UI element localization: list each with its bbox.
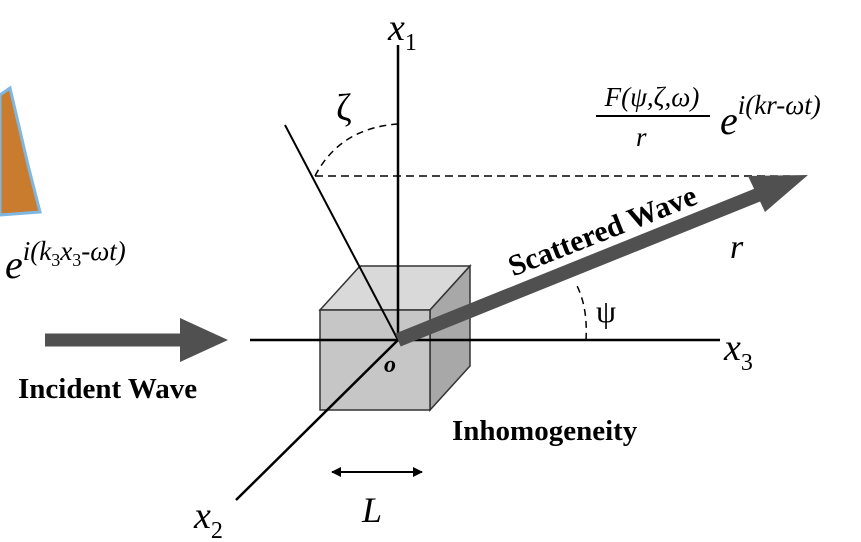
decoration <box>0 88 40 215</box>
psi-arc <box>575 282 586 340</box>
zeta-label: ζ <box>336 87 352 129</box>
text-part: 3 <box>51 250 60 270</box>
length-label: L <box>361 490 382 530</box>
text-part: 3 <box>72 250 81 270</box>
text-part: x <box>59 236 72 266</box>
psi-label: ψ <box>596 293 616 329</box>
text-part: 3 <box>741 350 753 376</box>
text-part: 2 <box>211 518 223 542</box>
incident-formula: ei(k3x3-ωt) <box>5 236 126 287</box>
text-part: x <box>723 327 741 369</box>
text-part: e <box>720 98 738 143</box>
formula-exp: ei(kr-ωt) <box>720 90 821 143</box>
inhomogeneity-label: Inhomogeneity <box>452 415 638 447</box>
x2-label: x2 <box>193 495 223 542</box>
text-part: x <box>387 7 405 49</box>
incident-label: Incident Wave <box>18 373 197 405</box>
formula-denominator: r <box>636 122 647 152</box>
text-part: 1 <box>405 30 417 56</box>
text-part: i(kr-ωt) <box>738 90 821 120</box>
x2-axis <box>236 340 398 500</box>
x3-label: x3 <box>723 327 753 376</box>
zeta-arc <box>315 124 398 176</box>
cube-front <box>320 310 430 410</box>
incident-arrowhead <box>180 318 228 362</box>
x1-label: x1 <box>387 7 417 56</box>
diagram: x1 x2 x3 o ζ ψ r Scattered Wave F(ψ,ζ,ω)… <box>0 0 861 542</box>
text-part: -ωt) <box>81 236 126 266</box>
text-part: x <box>193 495 211 537</box>
text-part: e <box>5 242 23 287</box>
r-label: r <box>730 229 744 266</box>
scattered-arrowhead <box>748 175 808 212</box>
formula-numerator: F(ψ,ζ,ω) <box>604 82 700 112</box>
origin-label: o <box>384 352 396 378</box>
text-part: i(k <box>23 236 52 266</box>
